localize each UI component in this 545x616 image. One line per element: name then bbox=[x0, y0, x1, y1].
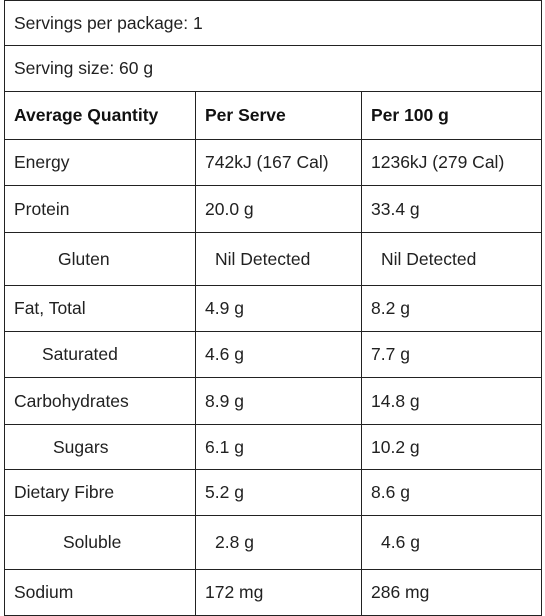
header-per-serve: Per Serve bbox=[195, 91, 362, 140]
per-100g-value: 10.2 g bbox=[360, 424, 543, 470]
servings-row: Servings per package: 1 bbox=[3, 0, 543, 46]
table-row: Gluten Nil Detected Nil Detected bbox=[4, 232, 543, 286]
per-serve-value: 2.8 g bbox=[195, 515, 362, 570]
table-row: Energy 742kJ (167 Cal) 1236kJ (279 Cal) bbox=[4, 139, 543, 186]
per-serve-value: 8.9 g bbox=[195, 377, 362, 425]
nutrient-name: Fat, Total bbox=[4, 285, 196, 332]
nutrient-name: Protein bbox=[4, 185, 196, 233]
per-serve-value: 172 mg bbox=[195, 569, 362, 616]
servings-per-package: Servings per package: 1 bbox=[3, 0, 543, 46]
per-serve-value: 742kJ (167 Cal) bbox=[195, 139, 362, 186]
table-row: Sugars 6.1 g 10.2 g bbox=[4, 424, 543, 470]
header-average-quantity: Average Quantity bbox=[4, 91, 196, 140]
per-100g-value: 1236kJ (279 Cal) bbox=[360, 139, 543, 186]
table-row: Sodium 172 mg 286 mg bbox=[4, 569, 543, 616]
per-100g-value: 8.2 g bbox=[360, 285, 543, 332]
per-serve-value: 5.2 g bbox=[195, 469, 362, 516]
nutrient-name: Sugars bbox=[4, 424, 196, 470]
per-serve-value: Nil Detected bbox=[195, 232, 362, 286]
per-100g-value: 8.6 g bbox=[360, 469, 543, 516]
table-row: Soluble 2.8 g 4.6 g bbox=[4, 515, 543, 570]
nutrition-table: Servings per package: 1 Serving size: 60… bbox=[3, 0, 543, 616]
table-row: Saturated 4.6 g 7.7 g bbox=[4, 331, 543, 378]
per-serve-value: 4.9 g bbox=[195, 285, 362, 332]
per-100g-value: 4.6 g bbox=[360, 515, 543, 570]
table-row: Protein 20.0 g 33.4 g bbox=[4, 185, 543, 233]
table-row: Carbohydrates 8.9 g 14.8 g bbox=[4, 377, 543, 425]
nutrient-name: Dietary Fibre bbox=[4, 469, 196, 516]
nutrient-name: Soluble bbox=[4, 515, 196, 570]
header-per-100g: Per 100 g bbox=[360, 91, 543, 140]
header-row: Average Quantity Per Serve Per 100 g bbox=[4, 91, 543, 140]
nutrient-name: Energy bbox=[4, 139, 196, 186]
per-serve-value: 20.0 g bbox=[195, 185, 362, 233]
serving-size-row: Serving size: 60 g bbox=[3, 45, 543, 92]
per-100g-value: Nil Detected bbox=[360, 232, 543, 286]
nutrient-name: Carbohydrates bbox=[4, 377, 196, 425]
nutrient-name: Saturated bbox=[4, 331, 196, 378]
nutrient-name: Sodium bbox=[4, 569, 196, 616]
per-serve-value: 4.6 g bbox=[195, 331, 362, 378]
nutrient-name: Gluten bbox=[4, 232, 196, 286]
per-100g-value: 286 mg bbox=[360, 569, 543, 616]
per-100g-value: 33.4 g bbox=[360, 185, 543, 233]
table-row: Dietary Fibre 5.2 g 8.6 g bbox=[4, 469, 543, 516]
per-100g-value: 14.8 g bbox=[360, 377, 543, 425]
table-row: Fat, Total 4.9 g 8.2 g bbox=[4, 285, 543, 332]
serving-size: Serving size: 60 g bbox=[3, 45, 543, 92]
per-serve-value: 6.1 g bbox=[195, 424, 362, 470]
per-100g-value: 7.7 g bbox=[360, 331, 543, 378]
